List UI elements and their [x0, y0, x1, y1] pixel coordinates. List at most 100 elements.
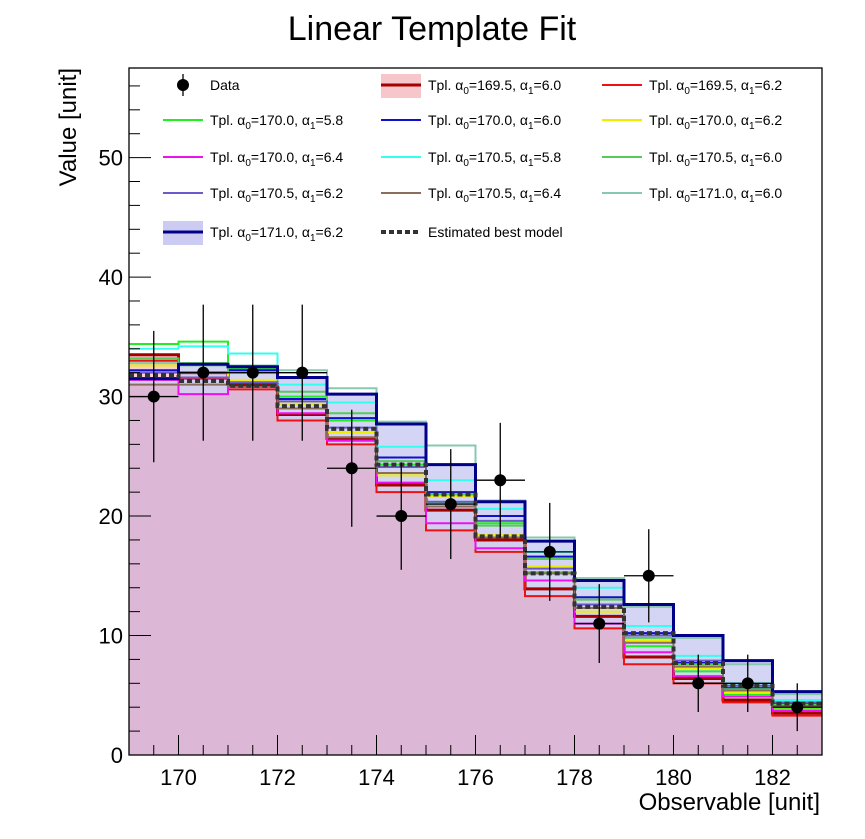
- data-point: [426, 449, 476, 560]
- legend-label-part: 0: [245, 121, 251, 132]
- legend-label-part: Tpl. α: [649, 149, 684, 165]
- legend-entry: Data: [177, 74, 240, 96]
- legend-label: Tpl. α0=169.5, α1=6.0: [428, 77, 561, 97]
- legend-label-part: =6.2: [316, 185, 344, 201]
- template-fill-area: [129, 384, 822, 755]
- legend-label-part: Estimated best model: [428, 224, 563, 240]
- legend-label: Estimated best model: [428, 224, 563, 240]
- legend-label-part: =170.5, α: [251, 185, 310, 201]
- data-point: [772, 683, 822, 732]
- data-marker: [692, 677, 705, 690]
- legend-entry: Tpl. α0=171.0, α1=6.0: [602, 185, 782, 205]
- legend-label-part: =171.0, α: [251, 224, 310, 240]
- x-axis-title: Observable [unit]: [639, 789, 820, 816]
- legend: Data Tpl. α0=169.5, α1=6.0 Tpl. α0=169.5, …: [163, 74, 782, 245]
- data-marker: [444, 498, 457, 511]
- legend-label-part: =169.5, α: [690, 77, 749, 93]
- legend-label: Tpl. α0=171.0, α1=6.0: [649, 185, 782, 205]
- data-marker: [494, 474, 507, 487]
- legend-label-part: 0: [684, 121, 690, 132]
- legend-label: Tpl. α0=170.5, α1=6.4: [428, 185, 561, 205]
- data-marker: [296, 366, 309, 379]
- legend-label-part: =5.8: [316, 112, 344, 128]
- legend-label-part: 1: [528, 121, 534, 132]
- legend-label-part: 1: [310, 194, 316, 205]
- x-tick-label: 178: [556, 765, 593, 790]
- legend-label-part: 0: [463, 158, 469, 169]
- legend-label-part: =6.2: [316, 224, 344, 240]
- x-tick-label: 176: [457, 765, 494, 790]
- legend-label: Tpl. α0=170.5, α1=6.2: [210, 185, 343, 205]
- chart-title: Linear Template Fit: [288, 10, 577, 48]
- legend-label-part: 1: [749, 158, 755, 169]
- legend-label-part: 0: [463, 86, 469, 97]
- legend-label-part: Tpl. α: [428, 149, 463, 165]
- legend-entry: Tpl. α0=170.5, α1=5.8: [381, 149, 561, 169]
- data-point: [475, 422, 525, 538]
- legend-label: Tpl. α0=170.0, α1=6.4: [210, 149, 343, 169]
- legend-label-part: =170.5, α: [690, 149, 749, 165]
- legend-label-part: 0: [245, 233, 251, 244]
- legend-label-part: =171.0, α: [690, 185, 749, 201]
- legend-label-part: Tpl. α: [428, 112, 463, 128]
- legend-label-part: =170.0, α: [690, 112, 749, 128]
- legend-entry: Tpl. α0=170.0, α1=6.0: [381, 112, 561, 132]
- data-point: [327, 409, 377, 527]
- y-tick-label: 50: [99, 146, 123, 171]
- legend-label: Tpl. α0=170.0, α1=5.8: [210, 112, 343, 132]
- legend-label-part: 0: [463, 121, 469, 132]
- y-axis-title: Value [unit]: [55, 68, 82, 186]
- data-marker: [147, 390, 160, 403]
- legend-label-part: Tpl. α: [428, 77, 463, 93]
- data-marker: [197, 366, 210, 379]
- legend-label-part: =6.4: [316, 149, 344, 165]
- legend-entry: Tpl. α0=170.5, α1=6.0: [602, 149, 782, 169]
- legend-label-part: =5.8: [534, 149, 562, 165]
- legend-label-part: Tpl. α: [649, 112, 684, 128]
- data-point: [723, 654, 773, 712]
- legend-label-part: Tpl. α: [210, 185, 245, 201]
- legend-label-part: =6.4: [534, 185, 562, 201]
- data-marker: [543, 545, 556, 558]
- legend-entry: Tpl. α0=170.5, α1=6.2: [163, 185, 343, 205]
- legend-label-part: Tpl. α: [649, 77, 684, 93]
- data-marker: [345, 462, 358, 475]
- legend-label-part: 1: [528, 86, 534, 97]
- legend-entry: Tpl. α0=169.5, α1=6.2: [602, 77, 782, 97]
- legend-label-part: =170.0, α: [251, 149, 310, 165]
- legend-label: Data: [210, 77, 240, 93]
- y-tick-label: 20: [99, 504, 123, 529]
- legend-entry: Tpl. α0=169.5, α1=6.0: [381, 74, 561, 98]
- x-tick-label: 170: [160, 765, 197, 790]
- legend-label-part: 1: [749, 121, 755, 132]
- data-point: [376, 462, 426, 570]
- legend-label-part: 1: [310, 121, 316, 132]
- legend-data-marker: [177, 79, 189, 91]
- data-point: [178, 304, 228, 441]
- legend-label-part: =6.0: [534, 112, 562, 128]
- legend-label-part: =6.2: [755, 77, 783, 93]
- legend-label-part: 0: [245, 194, 251, 205]
- legend-label-part: 0: [684, 158, 690, 169]
- legend-label-part: 0: [463, 194, 469, 205]
- legend-label-part: 1: [528, 158, 534, 169]
- legend-label-part: =6.2: [755, 112, 783, 128]
- data-marker: [791, 701, 804, 714]
- x-tick-label: 172: [259, 765, 296, 790]
- data-point: [277, 304, 327, 441]
- legend-label: Tpl. α0=170.0, α1=6.0: [428, 112, 561, 132]
- legend-label: Tpl. α0=170.5, α1=6.0: [649, 149, 782, 169]
- legend-label-part: 1: [310, 233, 316, 244]
- data-marker: [246, 366, 259, 379]
- legend-entry: Tpl. α0=171.0, α1=6.2: [163, 221, 343, 245]
- data-marker: [741, 677, 754, 690]
- data-point: [624, 529, 674, 623]
- legend-label-part: =170.5, α: [469, 185, 528, 201]
- data-marker: [395, 510, 408, 523]
- legend-entry: Estimated best model: [381, 224, 563, 240]
- data-point: [574, 584, 624, 664]
- legend-label-part: Tpl. α: [210, 224, 245, 240]
- legend-label: Tpl. α0=171.0, α1=6.2: [210, 224, 343, 244]
- legend-label-part: Tpl. α: [428, 185, 463, 201]
